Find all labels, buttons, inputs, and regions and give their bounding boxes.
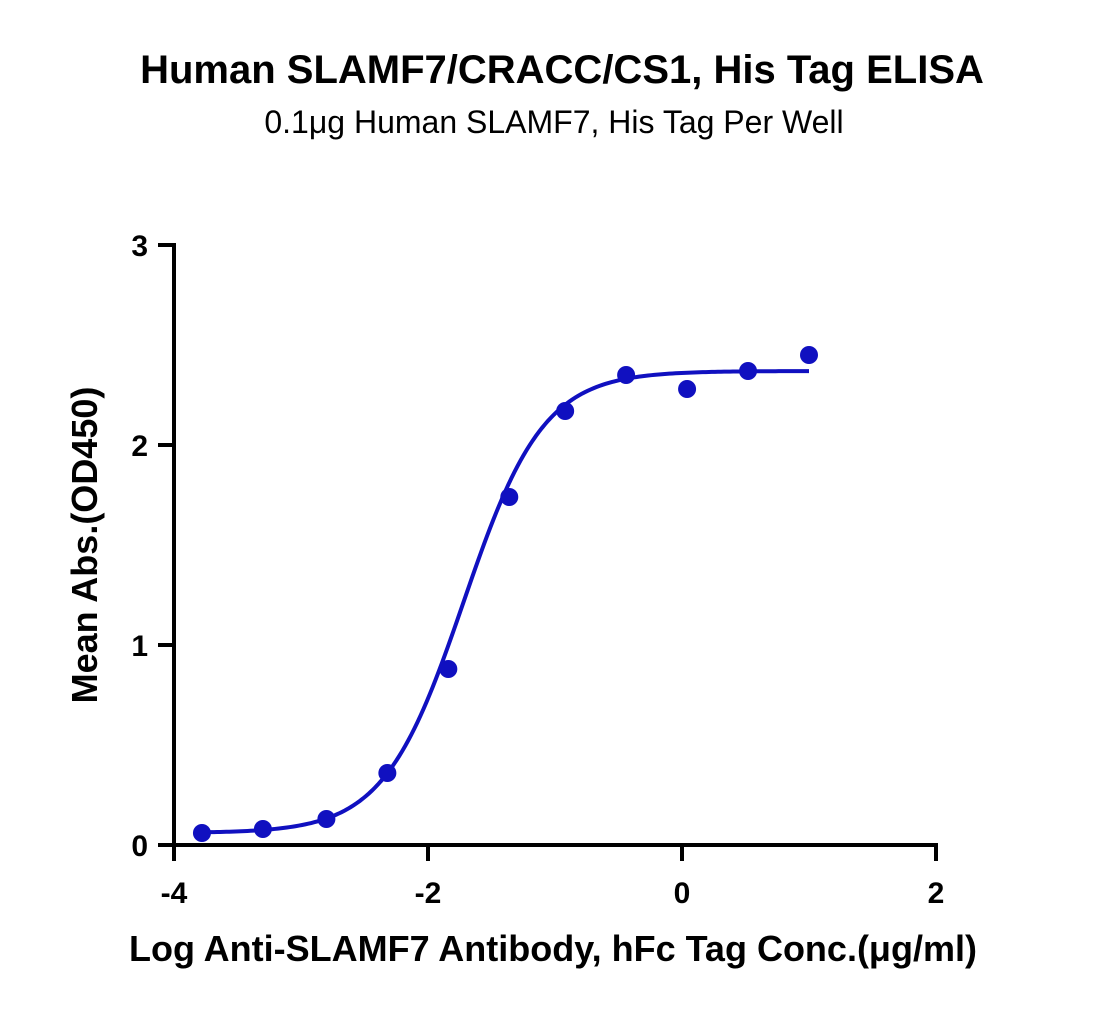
data-point	[800, 346, 818, 364]
data-point	[439, 660, 458, 678]
chart-title: Human SLAMF7/CRACC/CS1, His Tag ELISA	[140, 48, 984, 92]
y-ticks: 0 1 2 3	[131, 230, 174, 863]
y-tick-label: 1	[131, 630, 148, 663]
data-points	[192, 346, 818, 842]
data-point	[617, 366, 636, 384]
y-axis-label: Mean Abs.(OD450)	[64, 387, 105, 704]
x-tick-label: -2	[415, 877, 442, 910]
axes	[172, 243, 938, 847]
data-point	[556, 402, 575, 420]
data-point	[192, 824, 211, 842]
data-point	[253, 820, 272, 838]
data-point	[739, 362, 758, 380]
data-point	[678, 380, 697, 398]
y-tick-label: 3	[131, 230, 148, 263]
fit-curve	[201, 369, 810, 835]
data-point	[317, 810, 336, 828]
x-axis-label: Log Anti-SLAMF7 Antibody, hFc Tag Conc.(…	[129, 928, 977, 969]
x-tick-label: 0	[674, 877, 691, 910]
x-tick-label: -4	[161, 877, 188, 910]
y-tick-label: 2	[131, 430, 148, 463]
data-point	[378, 764, 397, 782]
x-tick-label: 2	[928, 877, 945, 910]
x-ticks: -4 -2 0 2	[161, 845, 945, 910]
data-point	[500, 488, 519, 506]
y-tick-label: 0	[131, 830, 148, 863]
chart-subtitle: 0.1μg Human SLAMF7, His Tag Per Well	[264, 104, 843, 140]
